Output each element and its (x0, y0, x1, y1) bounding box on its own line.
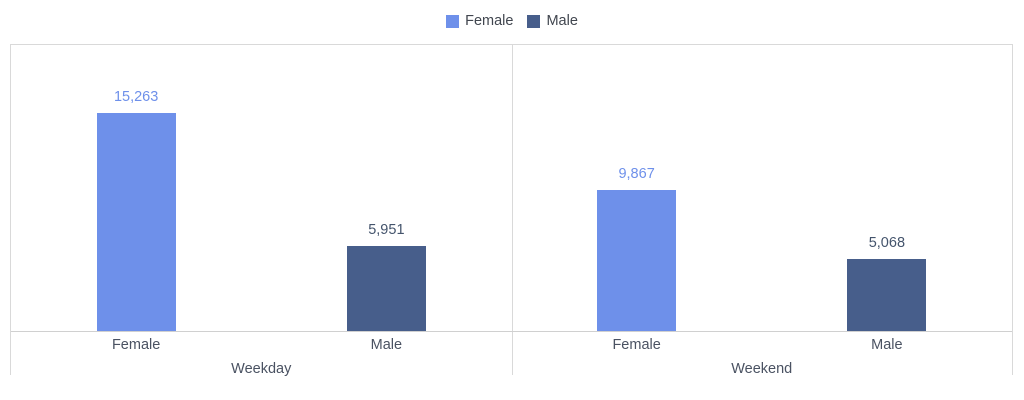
x-axis-line (11, 331, 1012, 332)
bar-weekday-male[interactable] (346, 246, 426, 331)
panel-divider-line (511, 45, 513, 375)
value-label-weekend-female: 9,867 (618, 165, 655, 182)
panel-weekday: 15,263 Female 5,951 Male Weekday (11, 45, 512, 377)
legend-item-male[interactable]: Male (527, 12, 578, 29)
bar-weekend-male[interactable] (847, 259, 927, 331)
bar-weekday-female[interactable] (96, 113, 176, 331)
category-label-weekday-male: Male (370, 337, 403, 353)
male-series-swatch (527, 14, 541, 28)
legend-label-female: Female (465, 12, 514, 29)
category-label-weekend-female: Female (612, 337, 661, 353)
value-label-weekday-female: 15,263 (113, 88, 159, 105)
category-label-weekday-female: Female (111, 337, 161, 353)
legend: Female Male (0, 11, 1024, 31)
plot-area: 15,263 Female 5,951 Male Weekday 9,867 Female… (10, 44, 1013, 377)
female-series-swatch (446, 14, 460, 28)
bar-weekend-female[interactable] (597, 190, 677, 331)
group-label-weekday: Weekday (231, 361, 292, 377)
value-label-weekend-male: 5,068 (868, 234, 906, 251)
legend-item-female[interactable]: Female (446, 14, 513, 29)
value-label-weekday-male: 5,951 (368, 221, 405, 238)
group-label-weekend: Weekend (731, 361, 793, 377)
legend-label-male: Male (546, 12, 578, 29)
panel-weekend: 9,867 Female 5,068 Male Weekend (512, 45, 1013, 377)
category-label-weekend-male: Male (871, 337, 903, 353)
